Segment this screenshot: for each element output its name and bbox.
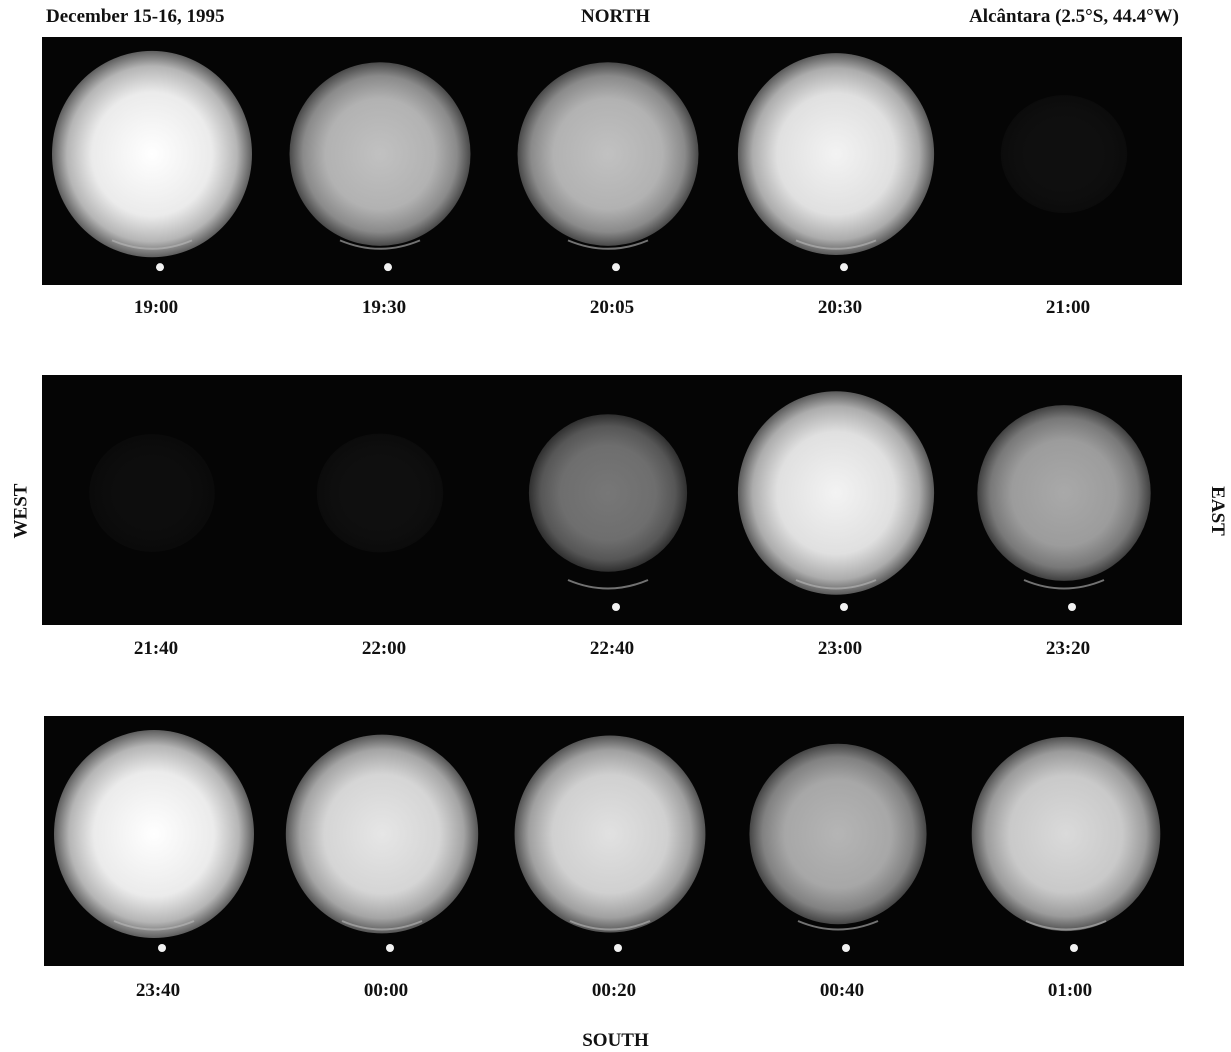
figure-date: December 15-16, 1995	[46, 6, 225, 27]
time-label: 22:40	[589, 638, 635, 659]
time-label: 20:30	[817, 297, 863, 318]
airglow-sky-disc	[514, 735, 706, 933]
sky-image-frame	[272, 716, 500, 966]
north-label: NORTH	[580, 6, 650, 27]
horizon-arc	[567, 579, 649, 590]
bright-spot	[386, 944, 394, 952]
sky-image-frame	[270, 375, 498, 625]
airglow-sky-disc	[289, 62, 471, 246]
sky-image-frame	[44, 716, 272, 966]
horizon-arc	[567, 239, 649, 250]
time-label: 19:00	[133, 297, 179, 318]
time-label: 22:00	[361, 638, 407, 659]
airglow-sky-disc	[517, 62, 699, 246]
image-strip-row-2	[42, 375, 1182, 625]
sky-image-frame	[42, 375, 270, 625]
time-label: 01:00	[1047, 980, 1093, 1001]
bright-spot	[1070, 944, 1078, 952]
airglow-sky-disc	[971, 736, 1161, 932]
bright-spot	[842, 944, 850, 952]
image-strip-row-3	[44, 716, 1184, 966]
horizon-arc	[341, 920, 423, 931]
airglow-sky-disc	[977, 405, 1151, 581]
time-label: 23:20	[1045, 638, 1091, 659]
airglow-sky-disc	[749, 743, 927, 925]
horizon-arc	[795, 579, 877, 590]
airglow-sky-disc	[737, 391, 935, 595]
sky-image-frame	[728, 716, 956, 966]
sky-image-frame	[726, 375, 954, 625]
sky-image-frame	[726, 37, 954, 285]
location-label: Alcântara (2.5°S, 44.4°W)	[969, 6, 1179, 27]
airglow-sky-disc	[285, 734, 479, 934]
time-label: 21:40	[133, 638, 179, 659]
bright-spot	[156, 263, 164, 272]
time-label: 00:40	[819, 980, 865, 1001]
airglow-sky-disc	[52, 50, 252, 258]
time-label: 23:40	[135, 980, 181, 1001]
airglow-sky-disc	[737, 53, 935, 255]
bright-spot	[158, 944, 166, 952]
horizon-arc	[111, 239, 193, 250]
horizon-arc	[569, 920, 651, 931]
horizon-arc	[113, 920, 195, 931]
sky-image-frame	[954, 375, 1182, 625]
sky-image-frame	[954, 37, 1182, 285]
sky-image-frame	[956, 716, 1184, 966]
airglow-sky-disc	[528, 414, 688, 572]
horizon-arc	[795, 239, 877, 250]
airglow-sky-disc	[1000, 95, 1128, 213]
sky-image-frame	[498, 37, 726, 285]
bright-spot	[612, 263, 620, 272]
bright-spot	[840, 603, 848, 611]
horizon-arc	[339, 239, 421, 250]
time-label: 21:00	[1045, 297, 1091, 318]
airglow-sky-disc	[89, 434, 215, 552]
sky-image-frame	[42, 37, 270, 285]
airglow-sky-disc	[316, 433, 444, 553]
east-label: EAST	[1206, 486, 1228, 536]
time-label: 23:00	[817, 638, 863, 659]
bright-spot	[614, 944, 622, 952]
bright-spot	[612, 603, 620, 611]
time-label: 19:30	[361, 297, 407, 318]
time-label: 20:05	[589, 297, 635, 318]
sky-image-frame	[270, 37, 498, 285]
horizon-arc	[797, 920, 879, 931]
horizon-arc	[1025, 920, 1107, 931]
image-strip-row-1	[42, 37, 1182, 285]
west-label: WEST	[10, 483, 32, 539]
south-label: SOUTH	[582, 1030, 649, 1051]
time-label: 00:20	[591, 980, 637, 1001]
sky-image-frame	[498, 375, 726, 625]
bright-spot	[840, 263, 848, 272]
airglow-sky-disc	[54, 730, 254, 938]
sky-image-frame	[500, 716, 728, 966]
horizon-arc	[1023, 579, 1105, 590]
bright-spot	[1068, 603, 1076, 611]
time-label: 00:00	[363, 980, 409, 1001]
bright-spot	[384, 263, 392, 272]
